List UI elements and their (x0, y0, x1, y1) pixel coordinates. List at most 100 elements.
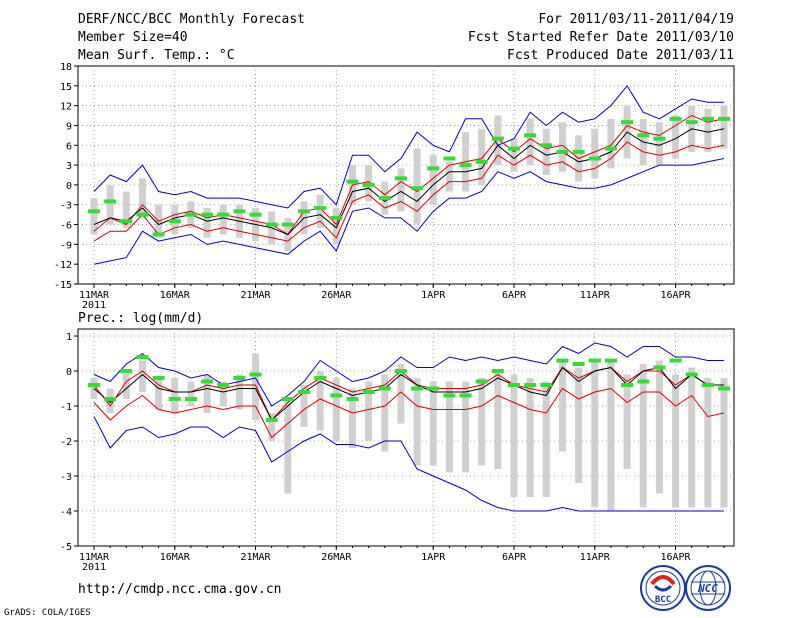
observed-mark (184, 212, 197, 217)
spread-bar (655, 122, 663, 166)
spread-bar (397, 364, 405, 424)
observed-mark (540, 383, 553, 387)
grads-credit: GrADS: COLA/IGES (4, 608, 91, 618)
bcc-logo: BCC (640, 565, 686, 611)
observed-mark (168, 397, 181, 401)
observed-mark (621, 383, 634, 387)
observed-mark (233, 209, 246, 214)
spread-bar (252, 353, 260, 420)
spread-bar (510, 138, 518, 172)
spread-bar (591, 360, 599, 508)
observed-mark (508, 146, 520, 151)
observed-mark (362, 390, 375, 394)
plot-frame (77, 328, 735, 547)
spread-bar (235, 374, 243, 410)
spread-bar (155, 378, 163, 410)
spread-bar (526, 118, 534, 166)
spread-bar (542, 381, 550, 497)
observed-mark (136, 355, 149, 359)
y-tick-label: -9 (60, 240, 72, 251)
observed-mark (588, 156, 601, 161)
observed-mark (120, 219, 133, 224)
spread-bar (575, 367, 583, 483)
y-tick-label: 3 (66, 161, 72, 172)
observed-mark (427, 166, 440, 171)
spread-bar (655, 360, 663, 494)
observed-mark (104, 397, 117, 401)
observed-mark (378, 196, 391, 201)
y-tick-label: 6 (66, 141, 72, 152)
observed-mark (249, 212, 262, 217)
observed-mark (556, 358, 569, 363)
spread-bar (219, 204, 227, 235)
series-line-lower_red (93, 141, 725, 242)
year-label: 2011 (82, 562, 106, 573)
spread-bar (607, 118, 615, 169)
observed-mark (346, 179, 359, 184)
x-tick-label: 11MAR (79, 552, 110, 563)
observed-mark (233, 376, 246, 380)
observed-mark (88, 383, 100, 387)
y-tick-label: -6 (60, 221, 72, 232)
y-tick-label: 15 (60, 82, 72, 93)
source-url[interactable]: http://cmdp.ncc.cma.gov.cn (78, 582, 282, 597)
x-tick-label: 16APR (660, 290, 691, 301)
observed-mark (362, 182, 375, 187)
observed-mark (459, 393, 472, 398)
spread-bar (203, 374, 211, 413)
spread-bar (591, 128, 599, 179)
spread-bar (704, 108, 712, 152)
observed-mark (152, 376, 165, 380)
observed-mark (217, 212, 230, 217)
spread-bar (138, 360, 146, 392)
y-tick-label: -4 (60, 507, 72, 518)
spread-bar (316, 194, 324, 228)
spread-bar (639, 364, 647, 508)
spread-bar (720, 105, 728, 149)
observed-mark (136, 212, 149, 217)
x-tick-label: 16MAR (160, 552, 191, 563)
series-line-lower (93, 158, 725, 265)
spread-bar (704, 378, 712, 508)
observed-mark (637, 133, 650, 138)
observed-mark (491, 369, 504, 373)
x-tick-label: 21MAR (240, 552, 271, 563)
observed-mark (491, 136, 504, 141)
ncc-logo: NCC (685, 565, 731, 611)
precipitation-chart: 1 0 -1 -2 -3 -4 -5 11MAR 16MAR 21MAR 26MAR 1APR 6APR… (60, 328, 735, 573)
spread-bar (720, 378, 728, 508)
observed-mark (427, 386, 440, 391)
series-line-lower (93, 416, 724, 512)
y-tick-label: -2 (60, 437, 72, 448)
observed-mark (508, 383, 520, 387)
spread-bar (429, 381, 437, 466)
bcc-logo-text: BCC (655, 595, 671, 605)
observed-mark (201, 379, 214, 384)
x-tick-label: 6APR (502, 290, 527, 301)
observed-mark (653, 365, 666, 370)
observed-mark (330, 393, 343, 398)
observed-mark (685, 372, 698, 377)
spread-bar (510, 374, 518, 497)
observed-mark (411, 386, 424, 391)
x-tick-label: 1APR (421, 552, 446, 563)
spread-bar (445, 381, 453, 473)
series-line-upper (93, 84, 724, 209)
spread-bar (316, 371, 324, 431)
observed-mark (330, 215, 343, 220)
y-tick-label: -12 (54, 260, 72, 271)
y-tick-label: -5 (60, 542, 72, 553)
observed-mark (524, 133, 537, 138)
observed-mark (556, 149, 569, 154)
x-tick-label: 26MAR (321, 290, 352, 301)
observed-mark (524, 383, 537, 387)
observed-mark (201, 212, 214, 217)
observed-mark (281, 397, 294, 401)
x-tick-label: 16MAR (160, 290, 191, 301)
observed-mark (217, 383, 230, 387)
member-size: Member Size=40 (78, 30, 188, 45)
observed-mark (475, 379, 488, 384)
series-line-mean (93, 128, 725, 236)
series-line-upper_red (93, 366, 724, 421)
y-tick-label: -3 (60, 201, 72, 212)
